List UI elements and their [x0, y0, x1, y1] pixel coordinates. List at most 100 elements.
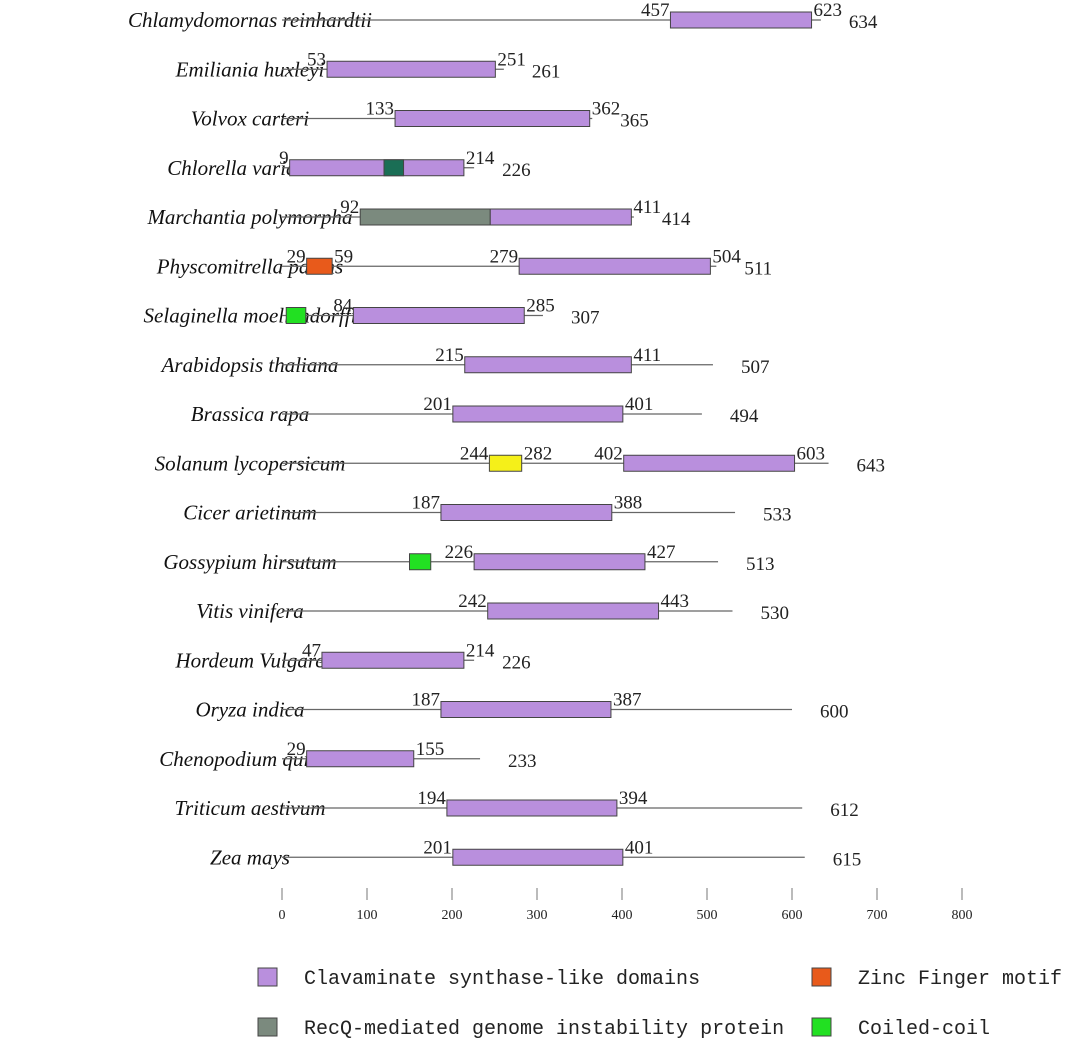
- domain-box-csl: [440, 504, 613, 521]
- domain-end-label: 603: [797, 443, 826, 464]
- domain-start-label: 457: [641, 0, 670, 21]
- domain-start-label: 194: [417, 788, 446, 809]
- domain-end-label: 387: [613, 690, 642, 711]
- domain-end-label: 401: [625, 837, 654, 858]
- domain-start-label: 53: [307, 49, 326, 70]
- axis-tick-label: 600: [782, 908, 803, 923]
- legend-swatch: [257, 1017, 278, 1037]
- domain-box-csl: [289, 159, 465, 177]
- domain-end-label: 155: [416, 739, 445, 760]
- legend-swatch: [811, 1017, 832, 1037]
- domain-box-teal: [383, 159, 405, 177]
- domain-end-label: 251: [497, 49, 525, 70]
- domain-box-recq: [359, 208, 491, 226]
- axis-tick-label: 400: [612, 908, 633, 923]
- domain-box-csl: [326, 60, 496, 78]
- domain-box-csl: [446, 799, 618, 817]
- domain-box-csl: [321, 651, 465, 669]
- domain-start-label: 47: [302, 640, 321, 661]
- domain-end-label: 282: [524, 443, 553, 464]
- legend-swatch: [257, 967, 278, 987]
- domain-box-csl: [394, 110, 591, 127]
- domain-box-csl: [440, 701, 612, 718]
- domain-end-label: 388: [614, 493, 643, 514]
- x-axis: 0 100 200 300 400 500 600 700 800: [279, 888, 973, 923]
- domain-end-label: 443: [661, 591, 690, 612]
- domain-start-label: 187: [411, 493, 440, 514]
- domain-start-label: 92: [340, 197, 359, 218]
- domain-box-csl: [452, 848, 624, 866]
- domain-box-csl: [473, 553, 646, 571]
- domain-box-csl: [489, 208, 632, 226]
- axis-tick-label: 500: [697, 908, 718, 923]
- domain-end-label: 285: [526, 296, 555, 317]
- domain-box-csl: [452, 405, 624, 423]
- protein-length-label: 307: [571, 308, 600, 329]
- protein-length-label: 513: [746, 554, 775, 575]
- domain-box-coil: [409, 553, 432, 571]
- domain-start-label: 84: [333, 296, 353, 317]
- legend-label: Coiled-coil: [858, 1018, 990, 1041]
- domain-end-label: 427: [647, 542, 676, 563]
- protein-length-label: 612: [830, 800, 859, 821]
- axis-tick-label: 800: [952, 908, 973, 923]
- legend-label: RecQ-mediated genome instability protein: [304, 1018, 784, 1041]
- domain-start-label: 29: [287, 246, 306, 267]
- domain-box-coil: [285, 307, 307, 324]
- domain-start-label: 215: [435, 345, 464, 366]
- domain-end-label: 623: [814, 0, 843, 21]
- protein-length-label: 511: [744, 258, 772, 279]
- domain-box-csl: [623, 454, 796, 472]
- protein-length-label: 643: [857, 455, 886, 476]
- legend: Clavaminate synthase-like domains Zinc Fi…: [257, 967, 1062, 1041]
- domain-end-label: 411: [633, 345, 661, 366]
- domain-box-csl: [487, 602, 660, 620]
- protein-length-label: 414: [662, 209, 691, 230]
- domain-end-label: 59: [334, 246, 353, 267]
- protein-row-zea-mays: Zea mays 201 401 615: [210, 837, 861, 870]
- domain-start-label: 402: [594, 443, 623, 464]
- legend-swatch: [811, 967, 832, 987]
- domain-end-label: 504: [712, 246, 741, 267]
- domain-start-label: 244: [460, 443, 489, 464]
- domain-end-label: 394: [619, 788, 648, 809]
- domain-end-label: 214: [466, 640, 495, 661]
- domain-start-label: 226: [445, 542, 474, 563]
- protein-length-label: 600: [820, 702, 849, 723]
- protein-length-label: 365: [620, 111, 649, 132]
- domain-end-label: 401: [625, 394, 654, 415]
- legend-item-recq: RecQ-mediated genome instability protein: [257, 1017, 784, 1041]
- domain-start-label: 133: [366, 99, 395, 120]
- axis-tick-label: 0: [279, 908, 286, 923]
- legend-item-coil: Coiled-coil: [811, 1017, 990, 1041]
- protein-length-label: 226: [502, 160, 530, 181]
- axis-tick-label: 100: [357, 908, 378, 923]
- domain-box-zinc: [306, 257, 333, 275]
- domain-start-label: 187: [411, 690, 440, 711]
- domain-box-csl: [518, 257, 711, 275]
- protein-length-label: 233: [508, 751, 537, 772]
- domain-box-csl: [306, 750, 415, 768]
- domain-start-label: 29: [287, 739, 306, 760]
- species-label: Zea mays: [210, 845, 290, 869]
- legend-label: Clavaminate synthase-like domains: [304, 968, 700, 991]
- axis-tick-label: 200: [442, 908, 463, 923]
- protein-length-label: 615: [833, 849, 862, 870]
- legend-label: Zinc Finger motif: [858, 968, 1062, 991]
